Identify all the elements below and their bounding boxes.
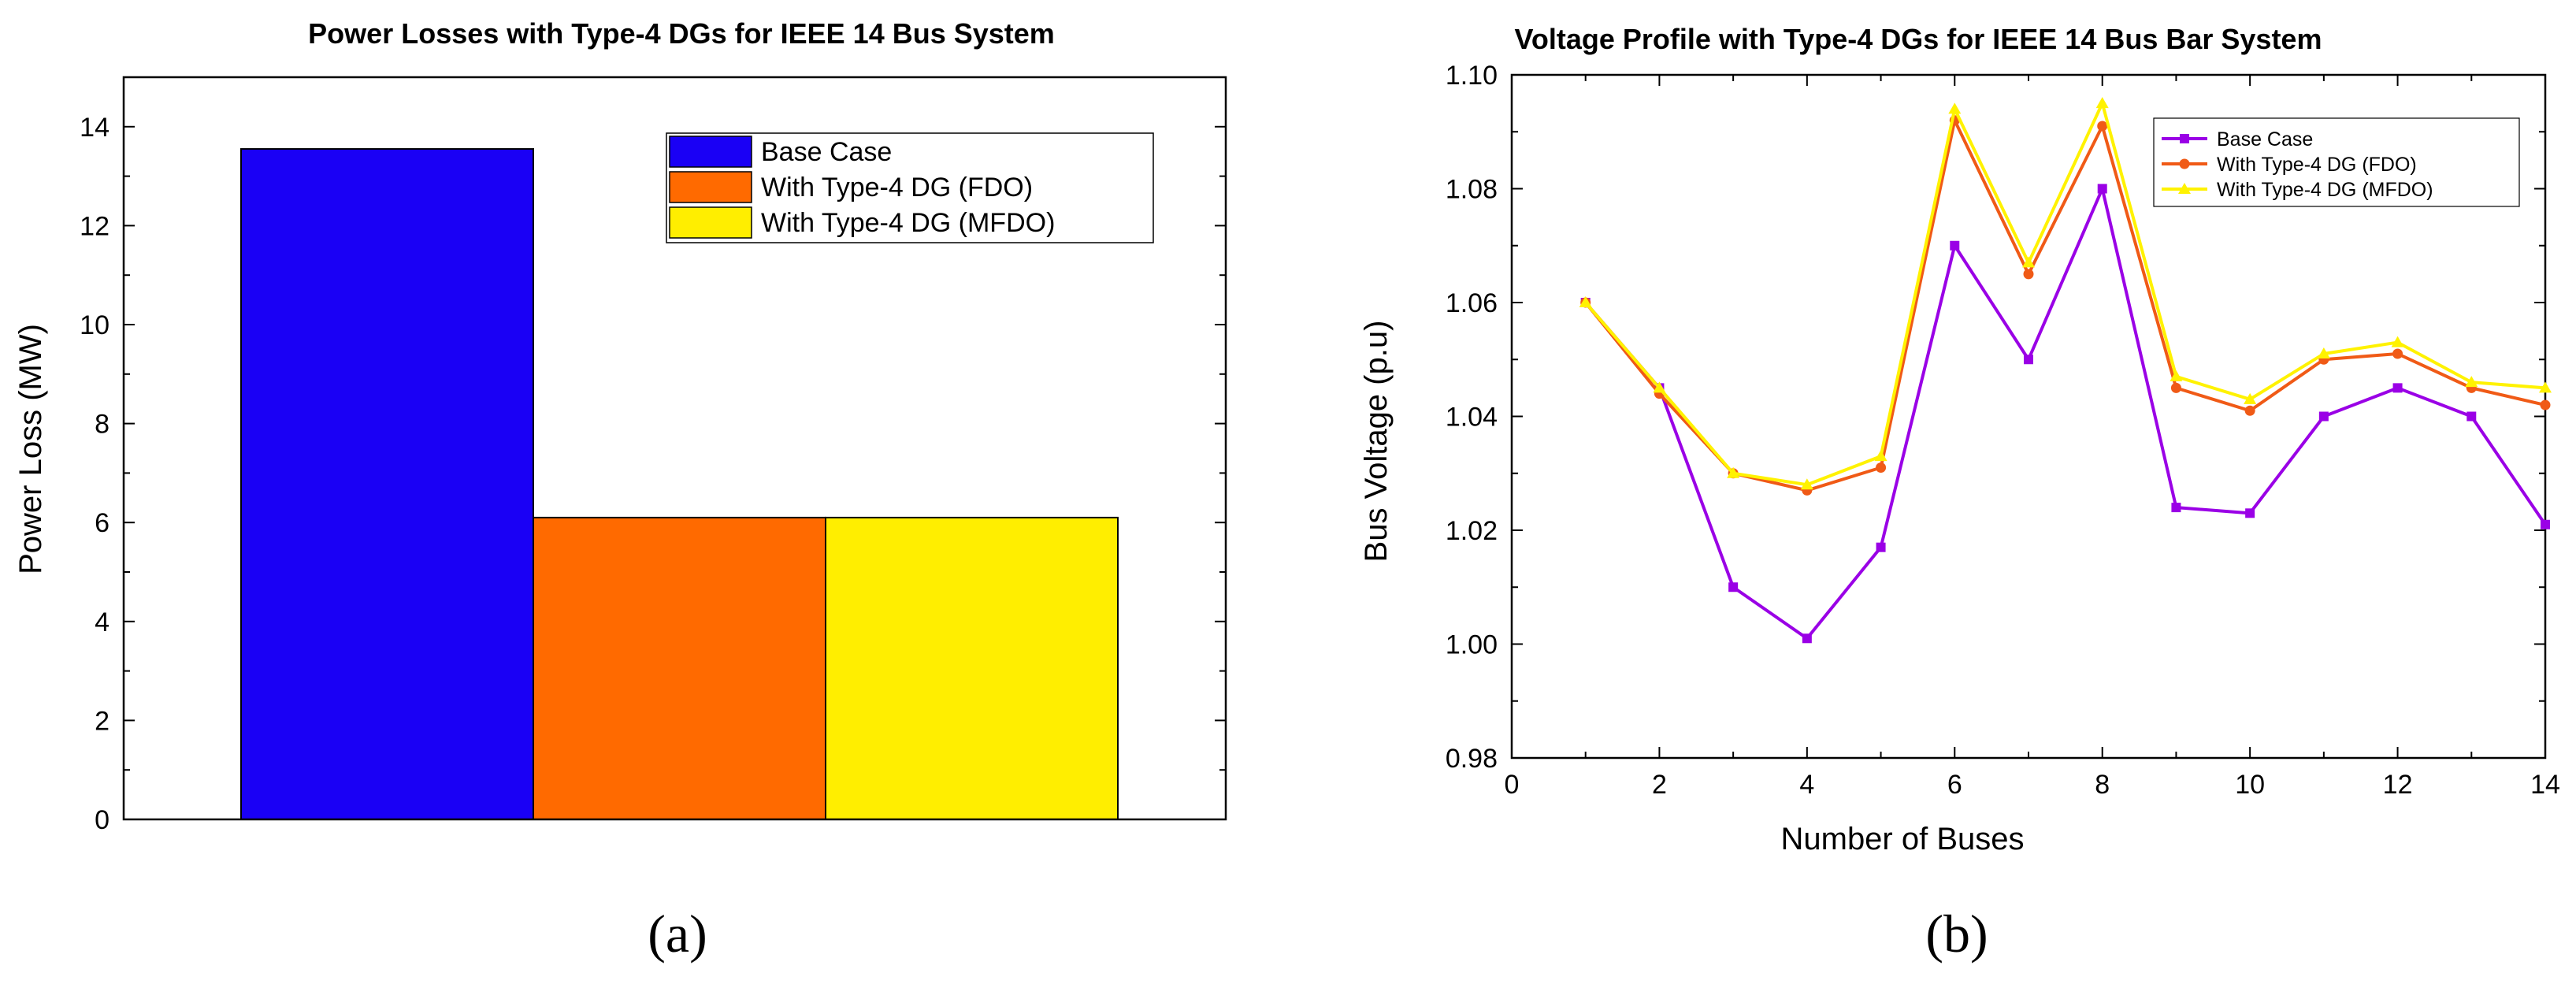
legend-b-marker-3: [2178, 183, 2191, 194]
chart-b-ytick-label: 1.06: [1446, 288, 1498, 318]
point-fdo-7: [2023, 269, 2034, 280]
bar-2: [533, 516, 826, 820]
point-mfdo-9: [2170, 370, 2183, 381]
point-mfdo-13: [2465, 376, 2478, 388]
chart-b-xtick-label: 14: [2530, 770, 2560, 800]
series-line-3: [1584, 102, 2546, 487]
point-fdo-5: [1876, 462, 1887, 474]
chart-b-title: Voltage Profile with Type-4 DGs for IEEE…: [1515, 23, 2322, 55]
point-mfdo-8: [2095, 97, 2109, 109]
point-base-7: [2024, 355, 2033, 365]
chart-a-title: Power Losses with Type-4 DGs for IEEE 14…: [308, 17, 1055, 50]
legend-b-marker-2: [2179, 158, 2190, 169]
chart-b-xtick-label: 0: [1505, 770, 1520, 800]
chart-a-ylabel: Power Loss (MW): [13, 324, 48, 574]
legend-a-label-2: With Type-4 DG (FDO): [761, 173, 1033, 202]
point-mfdo-12: [2391, 336, 2404, 347]
chart-b-ytick-label: 1.10: [1446, 61, 1498, 91]
legend-a-label-3: With Type-4 DG (MFDO): [761, 208, 1055, 238]
point-fdo-8: [2097, 121, 2108, 132]
chart-b-xtick-label: 6: [1947, 770, 1962, 800]
legend-b-label-2: With Type-4 DG (FDO): [2217, 154, 2417, 176]
chart-b-xtick-label: 10: [2235, 770, 2265, 800]
bar-3: [825, 516, 1119, 820]
chart-a-ytick-label: 8: [95, 410, 109, 440]
point-base-12: [2392, 383, 2403, 393]
legend-a-swatch-2: [669, 171, 752, 203]
chart-b-ytick-label: 1.08: [1446, 175, 1498, 205]
chart-a-ytick-label: 4: [95, 607, 109, 637]
chart-b-xlabel: Number of Buses: [1780, 822, 2024, 856]
legend-b-label-1: Base Case: [2217, 128, 2313, 150]
point-base-11: [2318, 411, 2329, 422]
chart-b-ytick-label: 1.04: [1446, 403, 1498, 433]
point-base-10: [2245, 508, 2255, 518]
point-fdo-9: [2170, 382, 2181, 393]
point-mfdo-14: [2539, 381, 2552, 393]
chart-b-ytick-label: 0.98: [1446, 744, 1498, 774]
point-mfdo-1: [1579, 296, 1592, 307]
power-loss-chart: Power Losses with Type-4 DGs for IEEE 14…: [13, 17, 1227, 835]
point-mfdo-10: [2244, 392, 2257, 404]
chart-a-plot: 0 2 4 6 8 10 12 14 Base Case With Type-4 DG (FDO)…: [80, 76, 1227, 835]
point-base-3: [1728, 582, 1739, 592]
chart-a-ytick-label: 2: [95, 706, 109, 736]
chart-b-xtick-label: 2: [1652, 770, 1667, 800]
caption-a: (a): [648, 904, 707, 964]
point-base-4: [1802, 633, 1812, 644]
legend-b-label-3: With Type-4 DG (MFDO): [2217, 179, 2433, 201]
point-fdo-14: [2540, 399, 2551, 410]
chart-a-ytick-label: 0: [95, 805, 109, 835]
chart-a-ytick-label: 10: [80, 310, 109, 340]
chart-b-xtick-label: 12: [2383, 770, 2413, 800]
chart-b-ytick-label: 1.00: [1446, 630, 1498, 660]
point-mfdo-11: [2317, 347, 2330, 359]
chart-b-legend: [2153, 117, 2520, 207]
legend-a-swatch-1: [669, 136, 752, 168]
point-base-6: [1950, 240, 1960, 251]
chart-a-frame: [122, 76, 1227, 821]
point-mfdo-7: [2022, 256, 2035, 268]
point-base-13: [2467, 411, 2477, 422]
point-mfdo-4: [1800, 478, 1813, 490]
point-mfdo-5: [1874, 450, 1887, 462]
chart-a-ytick-label: 14: [80, 113, 109, 143]
chart-a-ytick-label: 12: [80, 211, 109, 241]
bar-1: [240, 148, 534, 820]
point-mfdo-3: [1727, 466, 1740, 478]
chart-b-plot: 0 2 4 6 8 10 12 14 0.98 1.00 1.02 1.04 1.06 1.08 1.10 B…: [1446, 61, 2560, 800]
point-base-9: [2171, 503, 2181, 513]
chart-b-ylabel: Bus Voltage (p.u): [1359, 321, 1394, 563]
legend-a-label-1: Base Case: [761, 137, 892, 167]
point-mfdo-6: [1948, 102, 1962, 114]
point-mfdo-2: [1653, 381, 1666, 393]
chart-b-ytick-label: 1.02: [1446, 516, 1498, 546]
caption-b: (b): [1925, 904, 1988, 964]
legend-b-marker-1: [2180, 134, 2189, 143]
point-fdo-12: [2392, 348, 2403, 359]
point-base-14: [2541, 519, 2550, 529]
chart-b-xtick-label: 4: [1799, 770, 1814, 800]
voltage-profile-chart: Voltage Profile with Type-4 DGs for IEEE…: [1359, 23, 2560, 856]
series-line-1: [1584, 187, 2547, 641]
chart-a-ytick-label: 6: [95, 508, 109, 538]
point-fdo-10: [2244, 405, 2255, 416]
point-base-5: [1876, 542, 1886, 552]
legend-a-swatch-3: [669, 206, 752, 239]
chart-b-xtick-label: 8: [2095, 770, 2110, 800]
point-base-8: [2097, 184, 2107, 194]
